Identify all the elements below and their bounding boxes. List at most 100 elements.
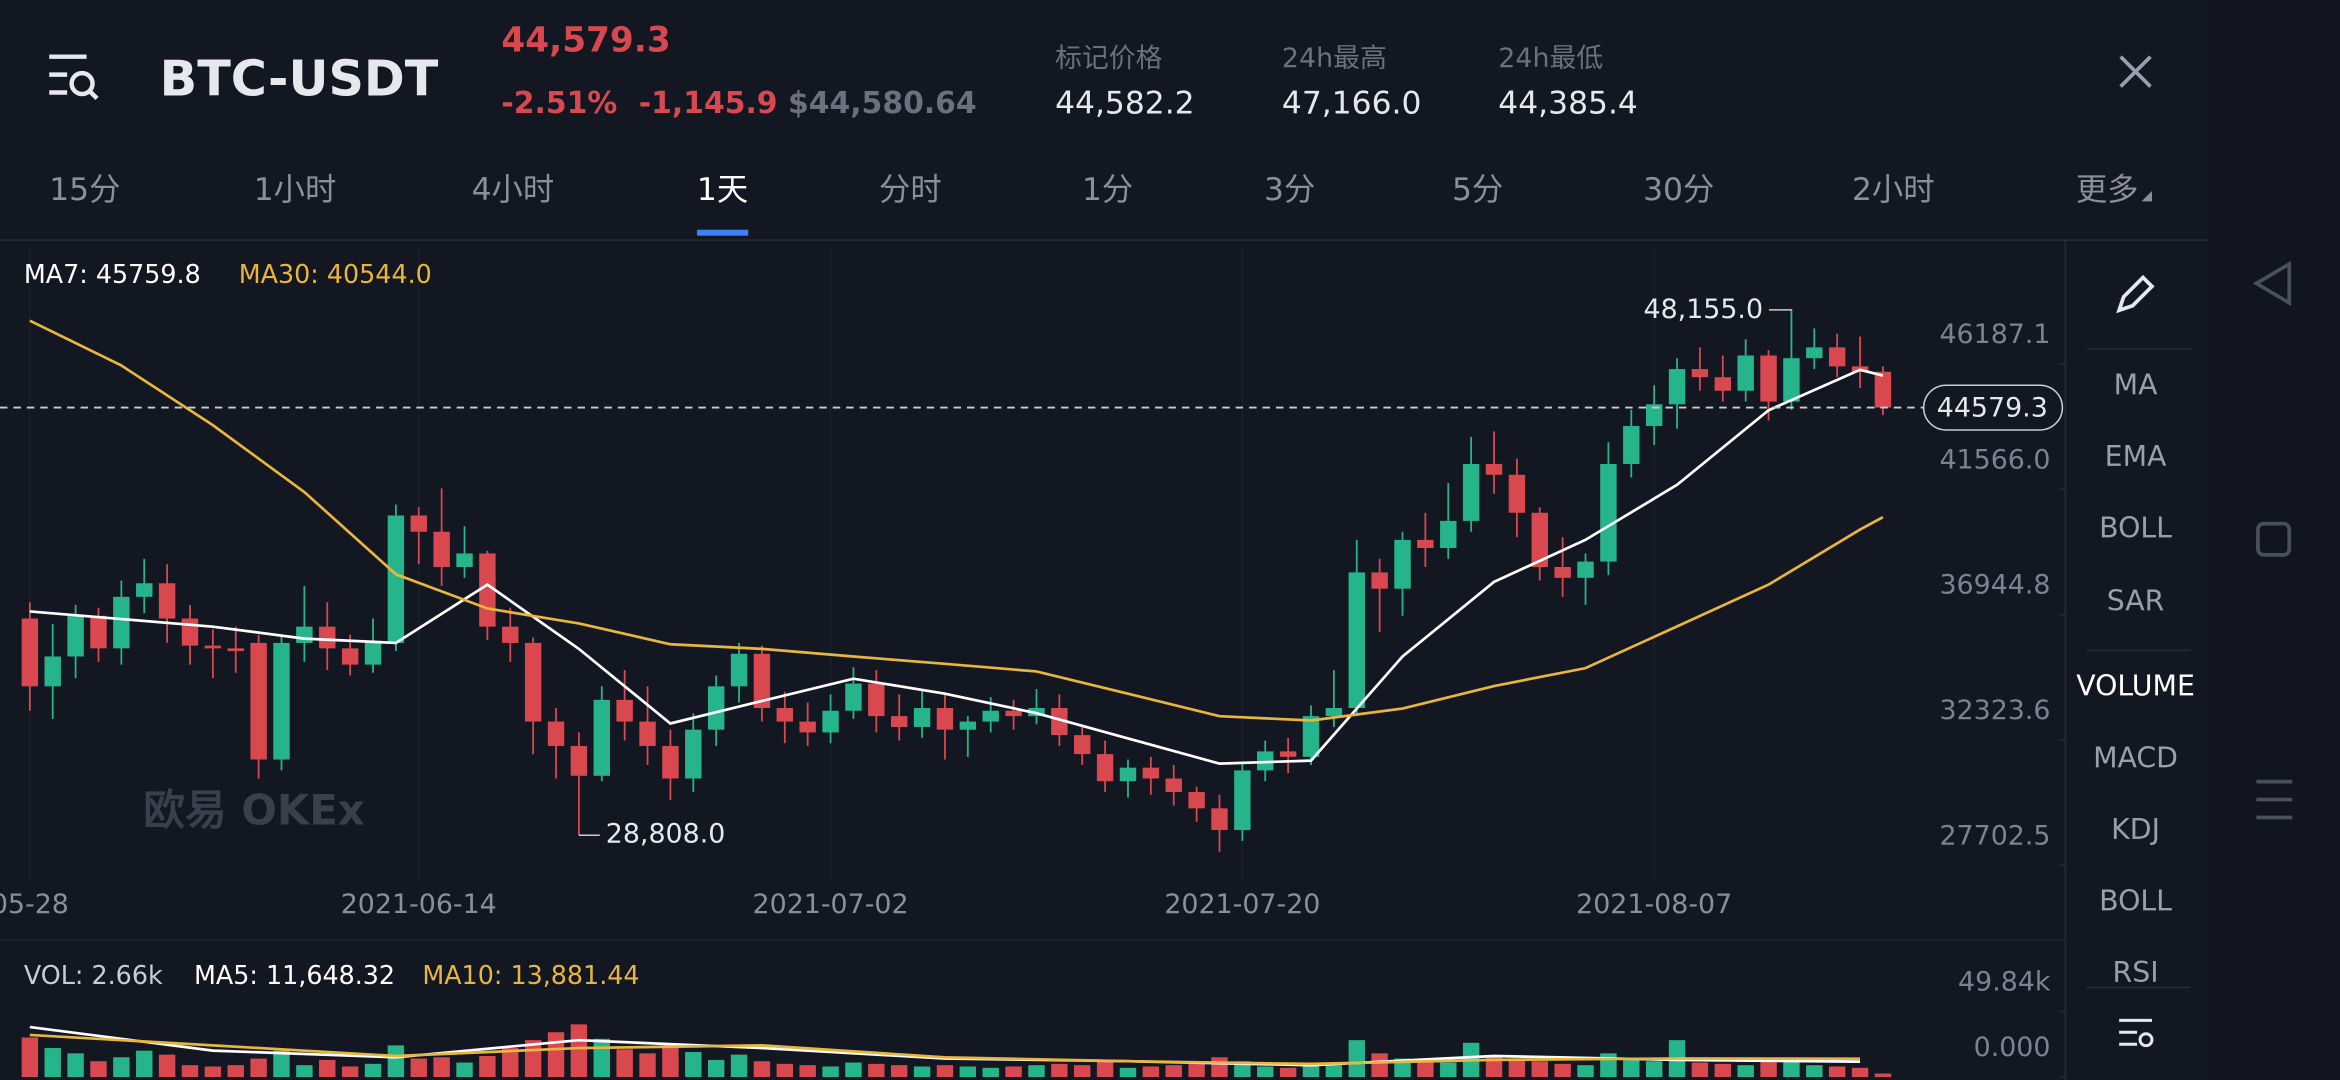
x-tick-label: 2021-06-14: [341, 889, 497, 920]
indicator[interactable]: BOLL: [2099, 512, 2172, 545]
tab[interactable]: 3分: [1264, 172, 1315, 208]
settings-button[interactable]: [2119, 1018, 2154, 1048]
candle-body: [1440, 520, 1457, 549]
candle-body: [982, 710, 999, 722]
indicator[interactable]: SAR: [2107, 585, 2165, 618]
candle-body: [1531, 512, 1548, 567]
volume-bar: [456, 1062, 473, 1078]
indicator[interactable]: RSI: [2113, 956, 2159, 989]
candle-body: [890, 716, 908, 727]
volume-bar: [1623, 1059, 1640, 1078]
candle-body: [959, 721, 977, 730]
candle-body: [433, 531, 450, 567]
candle-body: [1234, 770, 1251, 831]
volume-bar: [1737, 1065, 1754, 1078]
candle-body: [662, 745, 679, 779]
indicator[interactable]: MA: [2114, 368, 2158, 401]
candle-body: [1394, 539, 1411, 589]
tab[interactable]: 30分: [1643, 172, 1714, 208]
candle-body: [1668, 369, 1686, 405]
dropdown-icon: [2141, 190, 2152, 202]
change-percent: -2.51%: [501, 86, 617, 121]
nav-home[interactable]: [2256, 521, 2292, 557]
candle-body: [319, 626, 336, 649]
candle-body: [1577, 561, 1594, 578]
stat-value: 44,582.2: [1055, 85, 1195, 121]
indicator[interactable]: VOLUME: [2076, 670, 2195, 703]
tab[interactable]: 2小时: [1852, 172, 1935, 208]
candle-body: [1096, 754, 1114, 782]
volume-bar: [1577, 1065, 1594, 1078]
volume-bar: [547, 1032, 565, 1078]
volume-bar: [868, 1063, 885, 1078]
volume-bar: [1325, 1065, 1343, 1078]
x-tick-label: 2021-07-02: [753, 889, 909, 920]
indicator[interactable]: KDJ: [2111, 813, 2160, 846]
annotation-label: 28,808.0: [606, 819, 726, 850]
menu-button[interactable]: [49, 54, 99, 101]
nav-back[interactable]: [2252, 260, 2292, 307]
volume-bar: [1645, 1061, 1663, 1078]
candle-body: [1828, 347, 1846, 367]
y-tick-label: 46187.1: [1939, 319, 2050, 350]
volume-bar: [1851, 1067, 1869, 1078]
candle-body: [570, 745, 588, 776]
volume-bar: [913, 1066, 931, 1078]
candle-body: [1279, 751, 1297, 757]
volume-bar: [1096, 1061, 1114, 1078]
candle-body: [1645, 404, 1663, 426]
edit-button[interactable]: [2116, 274, 2155, 314]
candle-body: [1462, 463, 1480, 521]
candle-body: [1485, 463, 1503, 475]
indicator[interactable]: EMA: [2105, 440, 2167, 473]
y-tick-label: 49.84k: [1958, 967, 2051, 998]
indicator[interactable]: MACD: [2093, 741, 2178, 774]
volume-bar: [685, 1051, 702, 1078]
tabs: 15分 1小时 4小时 1天 分时 1分 3分 5分 30分 2小时 更多: [49, 172, 2152, 236]
tab[interactable]: 分时: [879, 172, 942, 208]
volume-bar: [227, 1065, 244, 1078]
nav-recent[interactable]: [2256, 779, 2293, 820]
volume-bar: [113, 1057, 130, 1078]
volume-bar: [707, 1059, 725, 1078]
ma-line: [29, 319, 1884, 722]
candle-body: [639, 721, 656, 746]
annotation-label: 48,155.0: [1644, 294, 1764, 325]
tab[interactable]: 1小时: [254, 172, 337, 208]
x-tick-label: 05-28: [0, 889, 69, 920]
candle-body: [1600, 463, 1617, 562]
tab[interactable]: 4小时: [472, 172, 555, 208]
stats: 标记价格 44,582.2 24h最高 47,166.0 24h最低 44,385.4: [1055, 43, 1638, 121]
candle-body: [1783, 358, 1800, 402]
indicator-panel: MA EMA BOLL SAR VOLUME MACD KDJ BOLL RSI: [2076, 368, 2195, 989]
symbol: BTC-USDT: [160, 50, 439, 108]
tab[interactable]: 1分: [1082, 172, 1133, 208]
candle-body: [1417, 539, 1434, 549]
volume-bar: [845, 1062, 862, 1078]
volume-bar: [181, 1065, 199, 1078]
tab[interactable]: 5分: [1452, 172, 1503, 208]
volume-bar: [1714, 1063, 1732, 1078]
candle-body: [502, 626, 519, 643]
stat-label: 标记价格: [1055, 43, 1163, 74]
annotation-line: [1769, 309, 1793, 311]
tab[interactable]: 1天: [697, 172, 748, 208]
price-chart: 05-28 2021-06-14 2021-07-02 2021-07-20 2021-…: [0, 246, 2066, 920]
last-price-box: [1922, 384, 2064, 431]
indicator[interactable]: BOLL: [2099, 884, 2172, 917]
volume-bar: [982, 1067, 999, 1078]
close-button[interactable]: [2119, 55, 2152, 88]
candle-body: [868, 683, 885, 717]
volume-bar: [1760, 1061, 1777, 1078]
tab[interactable]: 15分: [49, 172, 120, 208]
volume-bar: [730, 1054, 748, 1078]
candle-body: [1371, 572, 1388, 589]
candle-body: [136, 583, 153, 597]
volume-bar: [479, 1055, 496, 1078]
candle-body: [364, 642, 382, 665]
volume-bar: [364, 1063, 382, 1078]
candle-body: [158, 583, 176, 619]
volume-bar: [273, 1050, 290, 1078]
tab[interactable]: 更多: [2076, 172, 2139, 208]
legend-entry: MA5: 11,648.32: [194, 960, 395, 990]
